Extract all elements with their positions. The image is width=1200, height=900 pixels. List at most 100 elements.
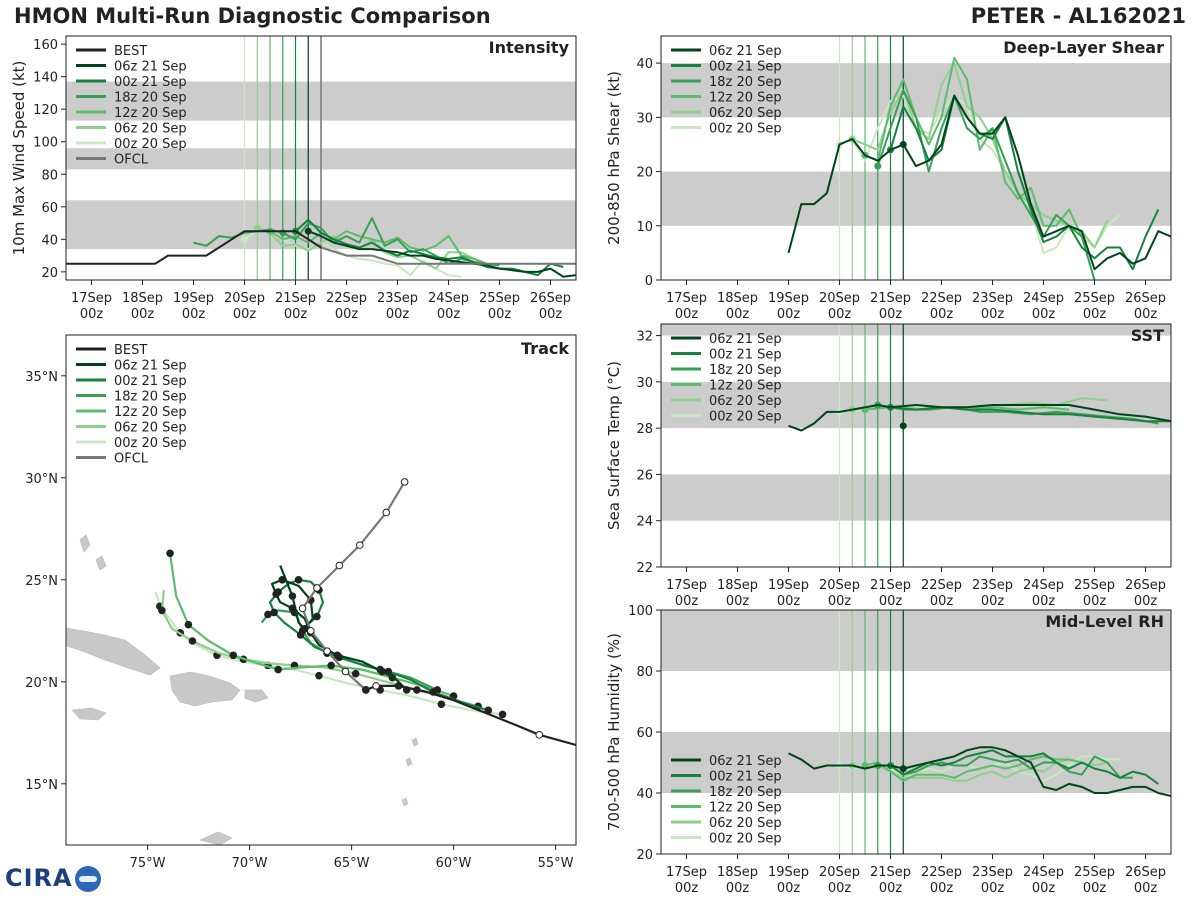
track-legend-label: 12z 20 Sep [114, 405, 187, 420]
rh-title: Mid-Level RH [1045, 612, 1164, 631]
sst-legend-label: 00z 21 Sep [709, 348, 782, 363]
intensity-init-marker [241, 235, 248, 243]
rh-series-line [864, 755, 1083, 782]
map-land [199, 831, 233, 845]
sst-ytick-label: 30 [636, 376, 653, 391]
rh-xtick-label: 22Sep [921, 865, 962, 880]
sst-frame [660, 323, 1172, 568]
cira-logo-icon [74, 866, 101, 892]
intensity-xtick-label: 22Sep [326, 291, 367, 306]
track-marker [184, 620, 193, 629]
track-marker [394, 682, 403, 690]
intensity-xtick-label: 00z [131, 307, 155, 322]
intensity-legend-label: 00z 20 Sep [114, 137, 187, 152]
shear-xtick-label: 17Sep [666, 291, 707, 306]
shear-xtick-label: 00z [828, 307, 852, 322]
track-marker [296, 631, 305, 639]
shear-title: Deep-Layer Shear [1003, 38, 1164, 57]
track-xtick-label: 55°W [538, 856, 574, 871]
shear-xtick-label: 25Sep [1074, 291, 1115, 306]
sst-xtick-label: 22Sep [921, 578, 962, 593]
intensity-series-line [320, 246, 576, 265]
track-marker [498, 710, 507, 719]
intensity-init-marker [253, 224, 261, 232]
rh-series-line [877, 755, 1133, 779]
sst-xtick-label: 00z [879, 594, 903, 609]
sst-ytick-label: 32 [636, 330, 653, 345]
intensity-legend-label: OFCL [114, 153, 149, 168]
sst-band-2 [661, 324, 1171, 336]
shear-frame [660, 35, 1172, 281]
rh-xtick-label: 00z [726, 881, 750, 896]
shear-xtick-label: 21Sep [870, 291, 911, 306]
shear-series-line [864, 56, 1083, 238]
track-ytick-label: 35°N [25, 370, 58, 385]
track-legend-label: 06z 20 Sep [114, 421, 187, 436]
rh-xtick-label: 25Sep [1074, 865, 1115, 880]
track-legend-bg [72, 340, 202, 468]
shear-xtick-label: 00z [777, 307, 801, 322]
intensity-xtick-label: 20Sep [224, 291, 265, 306]
intensity-xtick-label: 00z [233, 307, 257, 322]
shear-xtick-label: 00z [1032, 307, 1056, 322]
track-title: Track [521, 339, 569, 358]
intensity-init-marker [304, 227, 312, 235]
track-marker [372, 682, 380, 690]
rh-legend-label: 00z 20 Sep [709, 832, 782, 847]
intensity-xtick-label: 25Sep [479, 291, 520, 306]
shear-legend-label: 12z 20 Sep [709, 91, 782, 106]
map-land [66, 627, 161, 676]
track-legend-label: 18z 20 Sep [114, 390, 187, 405]
shear-panel: 01020304017Sep00z18Sep00z19Sep00z20Sep00… [605, 35, 1172, 322]
rh-ytick-label: 100 [628, 604, 653, 619]
sst-ytick-label: 24 [636, 515, 653, 530]
shear-xtick-label: 22Sep [921, 291, 962, 306]
intensity-xtick-label: 00z [386, 307, 410, 322]
track-plot-area [66, 478, 576, 845]
intensity-panel: 2040608010012014016017Sep00z18Sep00z19Se… [10, 35, 577, 322]
sst-xtick-label: 20Sep [819, 578, 860, 593]
rh-ytick-label: 60 [636, 726, 653, 741]
shear-xtick-label: 19Sep [768, 291, 809, 306]
track-marker [341, 667, 350, 676]
rh-xtick-label: 00z [1134, 881, 1158, 896]
shear-legend-label: 00z 20 Sep [709, 122, 782, 137]
sst-xtick-label: 18Sep [717, 578, 758, 593]
cira-logo: CIRA [5, 864, 101, 892]
shear-xtick-label: 20Sep [819, 291, 860, 306]
track-line [365, 684, 576, 747]
track-marker [300, 624, 309, 633]
rh-ytick-label: 20 [636, 848, 653, 863]
track-marker [400, 478, 409, 486]
track-marker [335, 561, 344, 570]
shear-ytick-label: 0 [645, 274, 653, 289]
intensity-legend-label: 00z 21 Sep [114, 75, 187, 90]
track-marker [158, 606, 166, 615]
track-marker [378, 667, 387, 676]
track-marker [315, 671, 323, 680]
shear-xtick-label: 00z [726, 307, 750, 322]
logo-text: CIRA [5, 864, 73, 892]
shear-xtick-label: 18Sep [717, 291, 758, 306]
track-marker [264, 610, 272, 619]
shear-xtick-label: 00z [981, 307, 1005, 322]
rh-series-line [788, 746, 1171, 797]
shear-init-marker [899, 140, 907, 148]
storm-title: PETER - AL162021 [970, 4, 1186, 28]
sst-xtick-label: 00z [1134, 594, 1158, 609]
intensity-xtick-label: 23Sep [377, 291, 418, 306]
intensity-plot-area [66, 36, 576, 280]
intensity-xtick-label: 18Sep [122, 291, 163, 306]
map-land [79, 534, 91, 553]
sst-legend-label: 06z 21 Sep [709, 332, 782, 347]
rh-xtick-label: 00z [828, 881, 852, 896]
sst-init-marker [899, 422, 907, 430]
rh-xtick-label: 19Sep [768, 865, 809, 880]
shear-legend-label: 18z 20 Sep [709, 75, 782, 90]
intensity-ytick-label: 160 [33, 38, 58, 53]
intensity-series-line [307, 230, 576, 278]
rh-xtick-label: 00z [879, 881, 903, 896]
shear-xtick-label: 00z [1134, 307, 1158, 322]
map-land [405, 757, 413, 767]
shear-xtick-label: 26Sep [1125, 291, 1166, 306]
